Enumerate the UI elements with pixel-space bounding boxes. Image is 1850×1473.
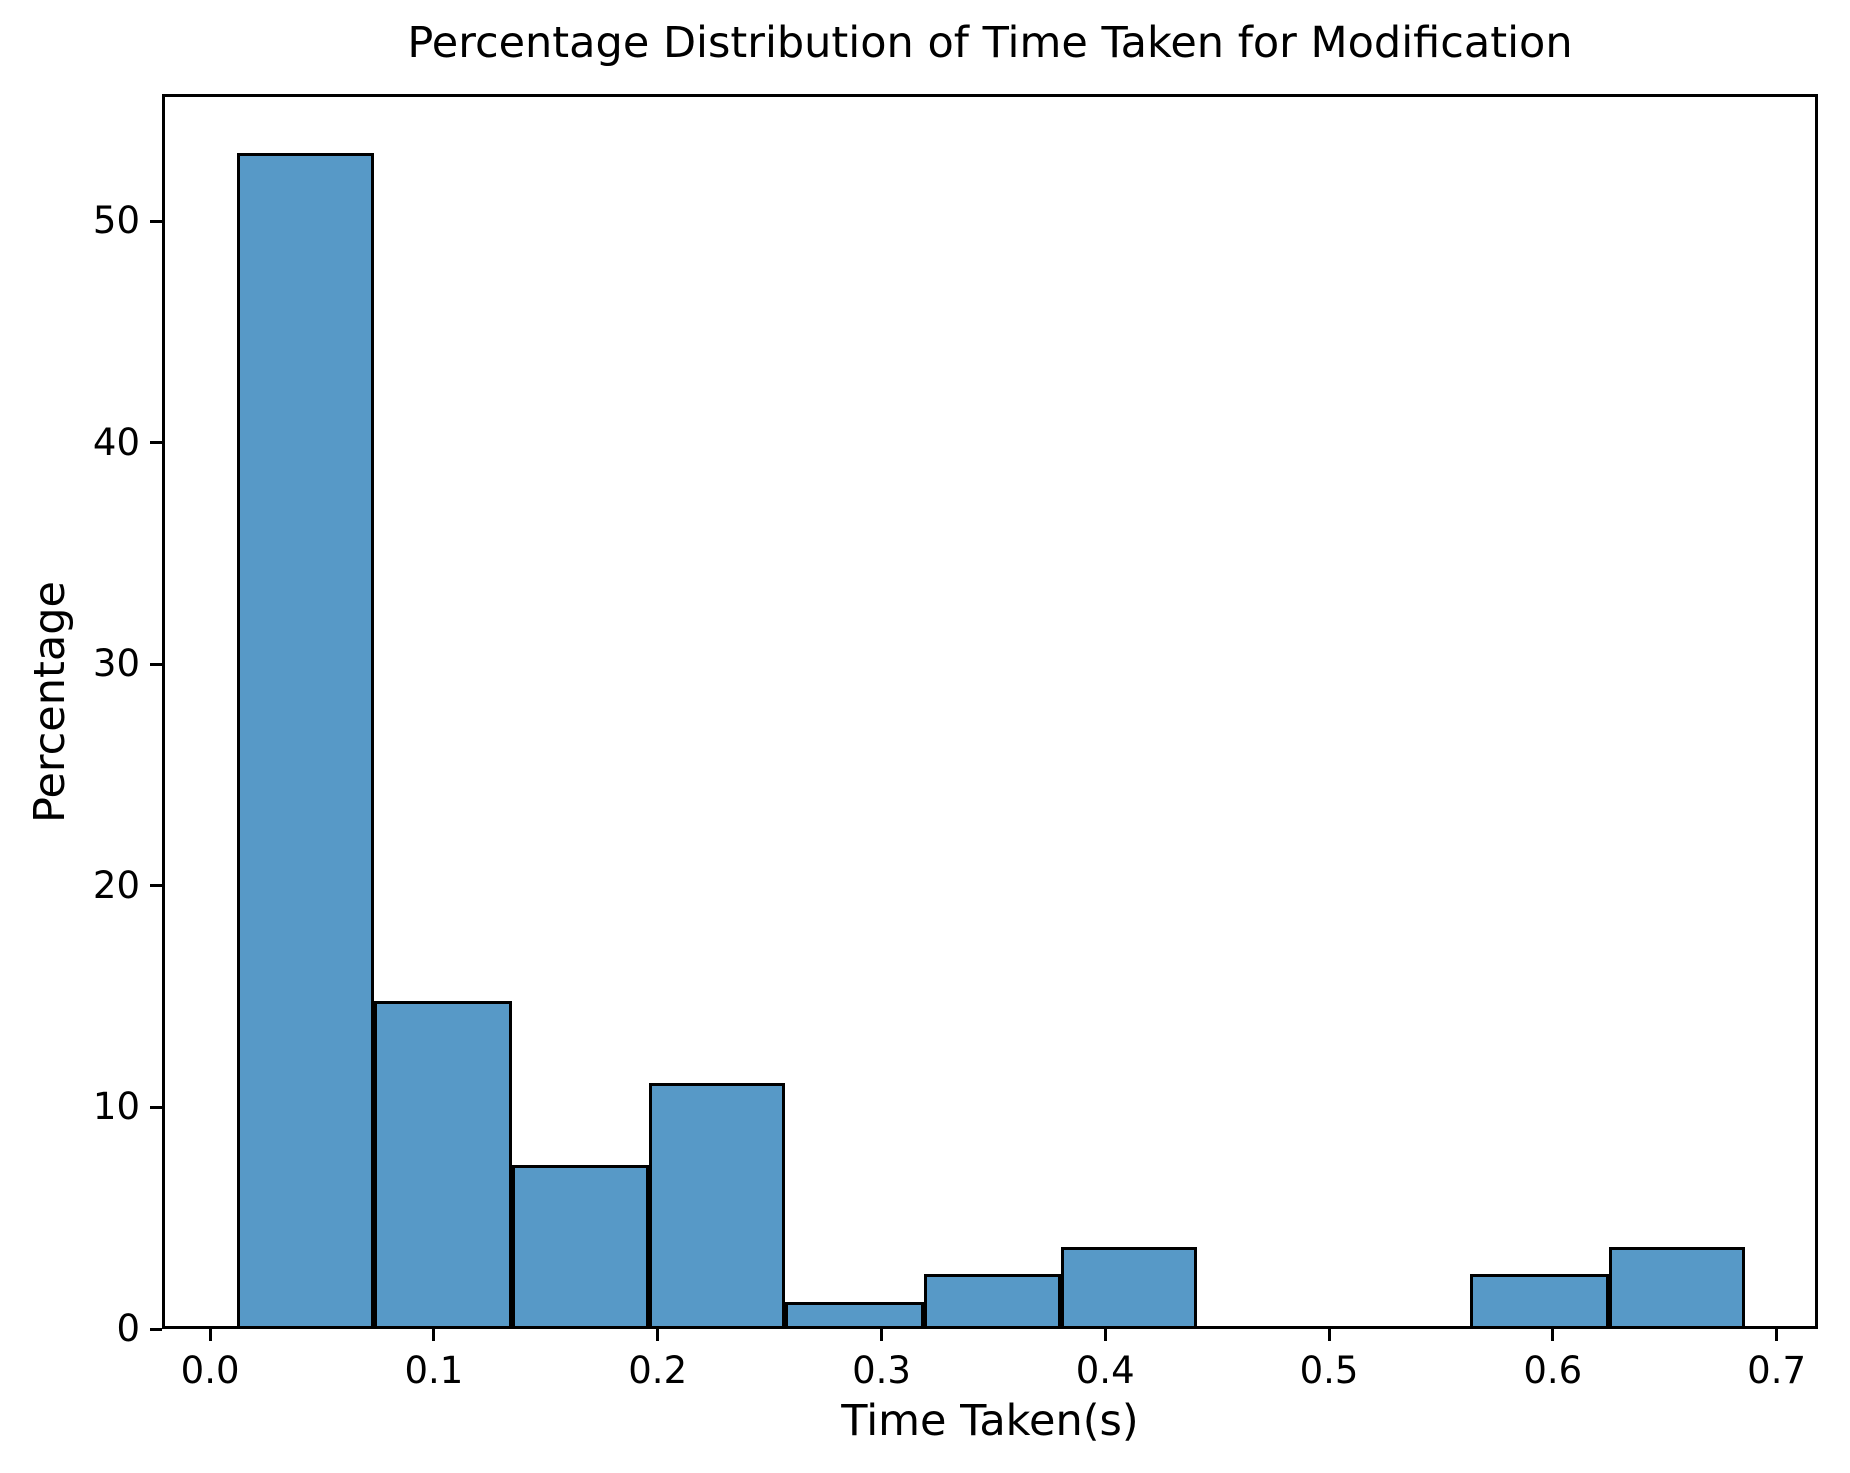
x-tick-mark <box>880 1329 883 1341</box>
y-tick-label: 20 <box>92 863 140 907</box>
x-tick-mark <box>1103 1329 1107 1341</box>
bars-layer <box>162 94 1818 1329</box>
x-tick-mark <box>432 1329 436 1341</box>
x-tick-label: 0.4 <box>1075 1349 1135 1392</box>
x-tick-mark <box>208 1329 212 1341</box>
y-tick-mark <box>150 219 162 223</box>
x-tick-label: 0.2 <box>628 1349 688 1392</box>
histogram-bar <box>1470 1274 1609 1329</box>
y-tick-mark <box>150 1327 162 1331</box>
x-tick-mark <box>1327 1329 1331 1341</box>
histogram-bar <box>785 1301 924 1329</box>
histogram-bar <box>512 1164 649 1329</box>
y-tick-label: 30 <box>92 642 140 686</box>
y-tick-mark <box>150 662 162 666</box>
x-tick-mark <box>656 1329 660 1341</box>
histogram-bar <box>237 152 374 1329</box>
histogram-bar <box>924 1274 1061 1329</box>
y-tick-label: 10 <box>92 1085 140 1129</box>
y-tick-label: 40 <box>92 420 140 464</box>
histogram-bar <box>1608 1247 1746 1329</box>
y-tick-mark <box>150 441 162 445</box>
y-axis-label: Percentage <box>25 581 75 823</box>
x-tick-label: 0.6 <box>1523 1349 1583 1392</box>
x-tick-label: 0.7 <box>1747 1349 1807 1392</box>
histogram-bar <box>648 1082 786 1329</box>
y-tick-label: 0 <box>116 1307 140 1350</box>
y-tick-label: 50 <box>92 199 140 243</box>
x-tick-label: 0.0 <box>180 1349 240 1392</box>
histogram-bar <box>373 1000 513 1329</box>
x-tick-label: 0.3 <box>852 1349 911 1392</box>
x-tick-label: 0.5 <box>1299 1349 1359 1392</box>
histogram-bar <box>1060 1247 1197 1329</box>
y-tick-mark <box>150 1105 162 1109</box>
chart-title: Percentage Distribution of Time Taken fo… <box>407 18 1573 68</box>
x-tick-mark <box>1551 1329 1555 1341</box>
x-tick-mark <box>1775 1329 1779 1341</box>
x-tick-label: 0.1 <box>404 1349 464 1392</box>
plot-area <box>162 94 1818 1329</box>
y-tick-mark <box>150 884 162 888</box>
x-axis-label: Time Taken(s) <box>841 1396 1139 1446</box>
